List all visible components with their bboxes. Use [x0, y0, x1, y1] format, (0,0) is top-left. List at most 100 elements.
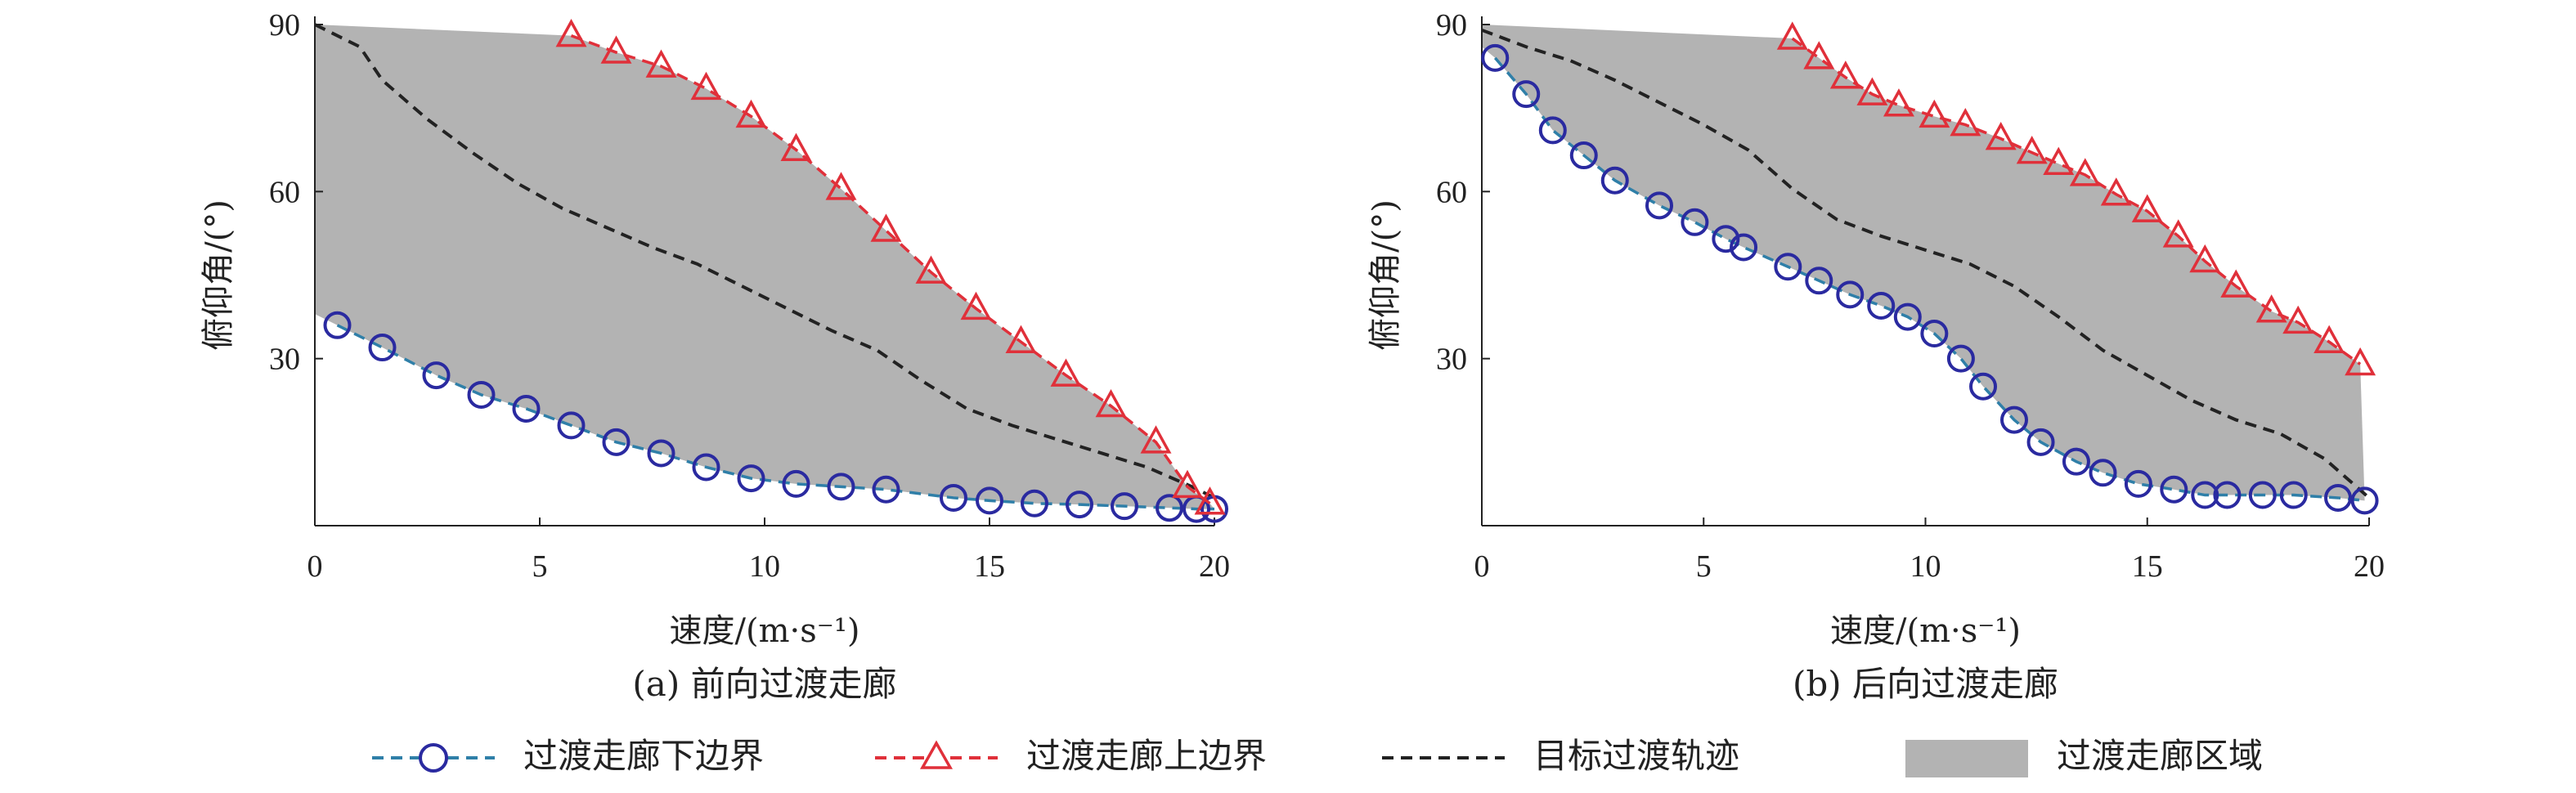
corridor-region — [315, 25, 1214, 509]
lower-boundary-point — [976, 486, 1003, 515]
x-axis-label: 速度/(m·s⁻¹) — [1830, 612, 2021, 650]
upper-boundary-point — [780, 132, 812, 161]
y-tick-label: 90 — [269, 8, 300, 43]
lower-boundary-point — [2124, 469, 2152, 498]
lower-boundary-point — [2000, 405, 2028, 434]
upper-boundary-point — [2282, 305, 2314, 334]
upper-boundary-point — [2043, 146, 2075, 176]
upper-boundary-point — [960, 291, 992, 320]
lower-boundary-point — [2350, 486, 2379, 515]
lower-boundary-point — [2026, 428, 2055, 456]
upper-boundary-point — [2189, 244, 2221, 273]
lower-boundary-point — [1893, 302, 1922, 331]
lower-boundary-point — [2324, 483, 2353, 512]
upper-boundary-point — [1883, 88, 1914, 117]
legend-label: 过渡走廊下边界 — [523, 736, 764, 776]
lower-boundary-point — [1946, 344, 1975, 373]
lower-boundary-point — [1111, 492, 1138, 521]
lower-boundary-point — [2191, 481, 2219, 509]
lower-boundary-point — [1021, 489, 1048, 517]
upper-boundary-point — [735, 99, 767, 128]
x-tick-label: 0 — [1474, 549, 1490, 584]
lower-boundary-point — [692, 453, 720, 482]
lower-boundary-point — [2248, 481, 2277, 509]
upper-boundary-point — [2313, 325, 2345, 353]
legend-label: 目标过渡轨迹 — [1533, 736, 1739, 776]
x-tick-label: 20 — [2354, 549, 2385, 584]
upper-boundary-point — [1829, 60, 1861, 89]
upper-boundary-point — [555, 18, 587, 47]
x-tick-label: 20 — [1199, 549, 1230, 584]
lower-boundary-point — [2279, 481, 2308, 509]
lower-boundary-point — [1538, 116, 1567, 145]
x-tick-label: 0 — [307, 549, 323, 584]
legend-item-region: 过渡走廊区域 — [1905, 736, 2263, 777]
upper-boundary-point — [1856, 77, 1888, 105]
x-tick-label: 5 — [1696, 549, 1712, 584]
upper-boundary-point — [1985, 122, 2017, 150]
upper-boundary-point — [1776, 21, 1808, 50]
lower-boundary-point — [647, 439, 675, 468]
lower-boundary-point — [1481, 43, 1510, 72]
x-tick-label: 10 — [1910, 549, 1941, 584]
legend-item-target: 目标过渡轨迹 — [1382, 736, 1739, 776]
upper-boundary-point — [1005, 325, 1037, 353]
lower-boundary-point — [1569, 141, 1598, 170]
lower-boundary-point — [1969, 372, 1998, 401]
upper-boundary-point — [1194, 486, 1226, 515]
upper-boundary-point — [645, 49, 677, 78]
lower-boundary-point — [1645, 191, 1673, 220]
upper-boundary-point — [600, 35, 632, 64]
legend-swatch-triangle — [919, 740, 954, 769]
y-tick-label: 60 — [269, 175, 300, 209]
upper-boundary-point — [2131, 194, 2163, 222]
lower-boundary-point — [872, 475, 900, 504]
lower-boundary-point — [827, 473, 855, 501]
upper-boundary-point — [870, 213, 902, 242]
legend-label: 过渡走廊上边界 — [1026, 736, 1267, 776]
chart-panels: 0 5 10 15 20 30 60 90 速度/(m·s⁻¹) 俯仰角/(°) (a) 前向过渡走… — [200, 8, 2385, 704]
target-trajectory-line — [314, 23, 1215, 500]
upper-boundary-point — [1140, 425, 1172, 454]
x-tick-label: 5 — [532, 549, 548, 584]
lower-boundary-point — [1867, 291, 1896, 320]
lower-boundary-point — [323, 311, 352, 339]
panel-caption: (b) 后向过渡走廊 — [1793, 664, 2058, 704]
lower-boundary-point — [557, 411, 586, 440]
lower-boundary-line — [1493, 56, 2365, 503]
lower-boundary-point — [1681, 208, 1709, 236]
lower-boundary-point — [1805, 267, 1833, 295]
upper-boundary-point — [915, 255, 947, 284]
target-trajectory-line — [1481, 28, 2371, 500]
y-axis-label: 俯仰角/(°) — [200, 199, 237, 351]
lower-boundary-point — [2062, 447, 2090, 476]
upper-boundary-point — [2162, 219, 2194, 248]
legend-item-upper: 过渡走廊上边界 — [875, 736, 1267, 776]
upper-boundary-point — [2016, 136, 2048, 164]
lower-boundary-point — [422, 361, 451, 390]
upper-boundary-point — [2100, 177, 2132, 206]
y-tick-label: 30 — [1436, 343, 1467, 377]
upper-boundary-point — [1050, 358, 1082, 387]
upper-boundary-point — [1803, 41, 1835, 69]
upper-boundary-point — [2255, 294, 2287, 323]
lower-boundary-point — [467, 380, 496, 409]
lower-boundary-point — [1774, 253, 1802, 281]
lower-boundary-point — [2160, 475, 2188, 504]
corridor-region — [1482, 25, 2365, 501]
y-axis-label: 俯仰角/(°) — [1367, 199, 1404, 351]
upper-boundary-point — [825, 172, 857, 200]
upper-boundary-point — [2220, 269, 2252, 298]
lower-boundary-point — [1712, 225, 1740, 253]
legend-item-lower: 过渡走廊下边界 — [372, 736, 764, 776]
upper-boundary-point — [2069, 158, 2101, 186]
upper-boundary-point — [1950, 107, 1981, 137]
x-tick-label: 15 — [974, 549, 1005, 584]
x-tick-label: 15 — [2132, 549, 2163, 584]
lower-boundary-point — [512, 394, 541, 423]
upper-boundary-point — [690, 71, 722, 101]
lower-boundary-point — [368, 334, 397, 362]
legend-label: 过渡走廊区域 — [2057, 736, 2263, 776]
lower-boundary-point — [782, 469, 810, 498]
